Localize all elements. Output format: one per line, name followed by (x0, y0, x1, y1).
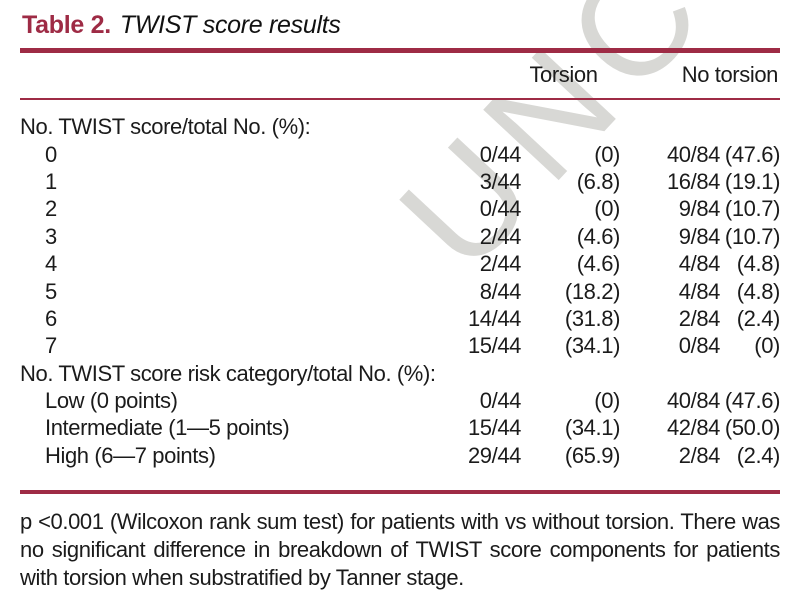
row-label: Intermediate (1—5 points) (45, 415, 290, 441)
row-label: 0 (45, 141, 57, 167)
table-row: 4 2/44 (4.6) 4/84 (4.8) (20, 250, 780, 277)
table-row: Low (0 points) 0/44 (0) 40/84 (47.6) (20, 387, 780, 414)
row-label: Low (0 points) (45, 388, 178, 414)
table-footnote: p <0.001 (Wilcoxon rank sum test) for pa… (20, 508, 780, 592)
table-number-label: Table 2. (22, 11, 111, 39)
table-caption: TWIST score results (119, 11, 341, 39)
no-torsion-fraction: 9/84 (678, 196, 721, 222)
no-torsion-fraction: 4/84 (678, 251, 721, 277)
no-torsion-percent: (2.4) (736, 305, 781, 331)
footnote-line: with torsion when substratified by Tanne… (20, 565, 464, 590)
torsion-fraction: 2/44 (479, 223, 522, 249)
torsion-fraction: 0/44 (479, 141, 522, 167)
no-torsion-fraction: 4/84 (678, 278, 721, 304)
section-header: No. TWIST score/total No. (%): (20, 114, 311, 140)
torsion-percent: (34.1) (564, 415, 620, 441)
footnote-line: no significant difference in breakdown o… (20, 537, 780, 562)
column-header-row: Torsion No torsion (20, 50, 780, 100)
no-torsion-percent: (10.7) (724, 196, 780, 222)
no-torsion-fraction: 9/84 (678, 223, 721, 249)
no-torsion-fraction: 40/84 (666, 388, 720, 414)
no-torsion-percent: (2.4) (736, 442, 781, 468)
table-row: High (6—7 points) 29/44 (65.9) 2/84 (2.4) (20, 442, 780, 469)
table-row: 6 14/44 (31.8) 2/84 (2.4) (20, 305, 780, 332)
torsion-fraction: 14/44 (467, 305, 521, 331)
table-row: 1 3/44 (6.8) 16/84 (19.1) (20, 168, 780, 195)
table-row: 0 0/44 (0) 40/84 (47.6) (20, 141, 780, 168)
no-torsion-fraction: 42/84 (666, 415, 720, 441)
column-header-torsion: Torsion (437, 50, 620, 100)
torsion-fraction: 15/44 (467, 415, 521, 441)
table-title: Table 2. TWIST score results (22, 11, 341, 40)
no-torsion-percent: (4.8) (736, 278, 781, 304)
no-torsion-percent: (0) (754, 333, 780, 359)
twist-score-results-table: Torsion No torsion No. TWIST score/total… (20, 48, 780, 494)
footnote-line: p <0.001 (Wilcoxon rank sum test) for pa… (20, 509, 780, 534)
section-header-row: No. TWIST score/total No. (%): (20, 114, 780, 141)
spacer-row (20, 99, 780, 114)
torsion-percent: (4.6) (576, 223, 621, 249)
torsion-percent: (34.1) (564, 333, 620, 359)
table-row: 7 15/44 (34.1) 0/84 (0) (20, 333, 780, 360)
no-torsion-fraction: 2/84 (678, 442, 721, 468)
no-torsion-fraction: 40/84 (666, 141, 720, 167)
section-header-row: No. TWIST score risk category/total No. … (20, 360, 780, 387)
torsion-percent: (0) (594, 388, 620, 414)
no-torsion-percent: (50.0) (724, 415, 780, 441)
spacer-row (20, 470, 780, 492)
row-label: 6 (45, 305, 57, 331)
table-row: 2 0/44 (0) 9/84 (10.7) (20, 196, 780, 223)
torsion-fraction: 8/44 (479, 278, 522, 304)
row-label: 2 (45, 196, 57, 222)
torsion-percent: (4.6) (576, 251, 621, 277)
no-torsion-percent: (4.8) (736, 251, 781, 277)
torsion-percent: (65.9) (564, 442, 620, 468)
row-label: 4 (45, 251, 57, 277)
table-row: Intermediate (1—5 points) 15/44 (34.1) 42/8… (20, 415, 780, 442)
torsion-percent: (31.8) (564, 305, 620, 331)
torsion-percent: (18.2) (564, 278, 620, 304)
no-torsion-percent: (47.6) (724, 388, 780, 414)
no-torsion-fraction: 2/84 (678, 305, 721, 331)
no-torsion-fraction: 16/84 (666, 168, 720, 194)
torsion-percent: (0) (594, 196, 620, 222)
torsion-fraction: 2/44 (479, 251, 522, 277)
no-torsion-percent: (10.7) (724, 223, 780, 249)
table-row: 5 8/44 (18.2) 4/84 (4.8) (20, 278, 780, 305)
row-label: 5 (45, 278, 57, 304)
no-torsion-percent: (47.6) (724, 141, 780, 167)
torsion-percent: (6.8) (576, 168, 621, 194)
no-torsion-fraction: 0/84 (678, 333, 721, 359)
section-header: No. TWIST score risk category/total No. … (20, 360, 436, 386)
torsion-percent: (0) (594, 141, 620, 167)
row-label: 3 (45, 223, 57, 249)
row-label: High (6—7 points) (45, 442, 216, 468)
torsion-fraction: 15/44 (467, 333, 521, 359)
torsion-fraction: 3/44 (479, 168, 522, 194)
row-label: 7 (45, 333, 57, 359)
table-row: 3 2/44 (4.6) 9/84 (10.7) (20, 223, 780, 250)
row-label: 1 (45, 168, 57, 194)
stub-header-cell (20, 50, 437, 100)
torsion-fraction: 0/44 (479, 388, 522, 414)
torsion-fraction: 0/44 (479, 196, 522, 222)
torsion-fraction: 29/44 (467, 442, 521, 468)
no-torsion-percent: (19.1) (724, 168, 780, 194)
column-header-no-torsion: No torsion (620, 50, 780, 100)
